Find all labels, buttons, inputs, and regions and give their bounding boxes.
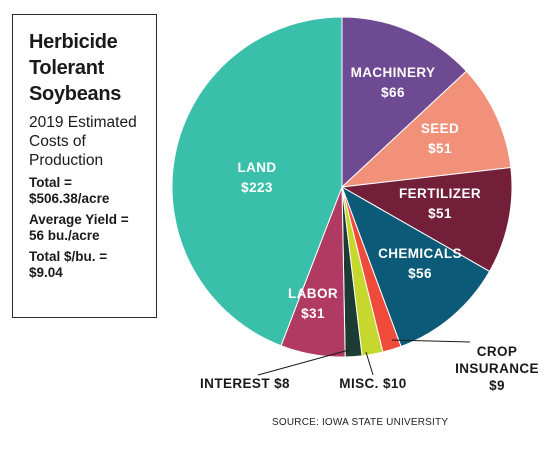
slice-label-crop-insurance: CROP xyxy=(477,344,518,359)
stat-line: 56 bu./acre xyxy=(29,228,100,243)
leader-line-interest xyxy=(257,349,350,376)
slice-label-fertilizer: FERTILIZER xyxy=(399,186,481,201)
slice-label-labor: LABOR xyxy=(288,286,338,301)
stat-line: Total $/bu. = xyxy=(29,249,108,264)
average-yield-stat: Average Yield = 56 bu./acre xyxy=(29,212,150,244)
slice-label-seed: SEED xyxy=(421,121,459,136)
leader-line-misc xyxy=(365,351,374,376)
slice-value-fertilizer: $51 xyxy=(428,206,452,221)
slice-label-interest: INTEREST $8 xyxy=(200,376,290,391)
title-line: Tolerant xyxy=(29,57,105,79)
chart-subtitle: 2019 Estimated Costs of Production xyxy=(29,113,150,170)
slice-value-land: $223 xyxy=(241,180,273,195)
stat-line: Average Yield = xyxy=(29,212,129,227)
slice-value-seed: $51 xyxy=(428,141,452,156)
stat-line: Total = xyxy=(29,175,72,190)
slice-value-crop-insurance: $9 xyxy=(489,378,505,393)
subtitle-line: Costs of xyxy=(29,133,86,150)
leader-line-crop-insurance xyxy=(391,339,471,343)
subtitle-line: Production xyxy=(29,152,104,169)
pie-slice-fertilizer xyxy=(340,166,513,273)
stat-line: $506.38/acre xyxy=(29,191,110,206)
slice-label-land: LAND xyxy=(237,160,276,175)
slice-value-labor: $31 xyxy=(301,306,325,321)
pie-slice-seed xyxy=(340,70,512,188)
slice-value-machinery: $66 xyxy=(381,85,405,100)
total-cost-stat: Total = $506.38/acre xyxy=(29,175,150,207)
chart-title: Herbicide Tolerant Soybeans xyxy=(29,29,150,107)
source-note: SOURCE: IOWA STATE UNIVERSITY xyxy=(272,417,449,428)
slice-label-machinery: MACHINERY xyxy=(351,65,436,80)
pie-slices xyxy=(171,16,513,358)
slice-value-chemicals: $56 xyxy=(408,266,432,281)
slice-labels: MACHINERY $66 SEED $51 FERTILIZER $51 CHEMICAL… xyxy=(200,65,539,393)
subtitle-line: 2019 Estimated xyxy=(29,114,137,131)
title-line: Soybeans xyxy=(29,83,122,105)
info-box: Herbicide Tolerant Soybeans 2019 Estimat… xyxy=(12,14,157,318)
pie-slice-machinery xyxy=(341,16,468,189)
slice-label-misc: MISC. $10 xyxy=(339,376,406,391)
pie-slice-land xyxy=(171,16,343,347)
pie-slice-chemicals xyxy=(341,185,491,348)
title-line: Herbicide xyxy=(29,31,118,53)
slice-label-chemicals: CHEMICALS xyxy=(378,246,462,261)
slice-label-crop-insurance: INSURANCE xyxy=(455,361,539,376)
stat-line: $9.04 xyxy=(29,265,63,280)
cost-per-bushel-stat: Total $/bu. = $9.04 xyxy=(29,249,150,281)
